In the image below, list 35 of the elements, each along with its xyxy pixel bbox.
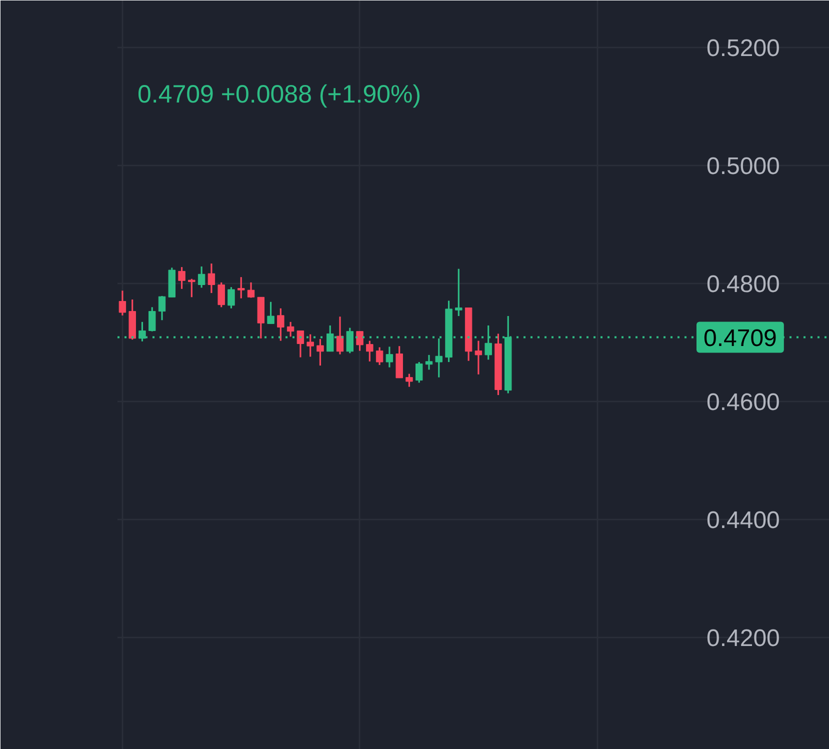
- candlestick: [118, 290, 126, 316]
- candlestick: [188, 278, 196, 298]
- y-tick-label: 0.5000: [706, 153, 780, 180]
- candlestick: [286, 321, 294, 338]
- y-tick-label: 0.4800: [706, 271, 780, 298]
- ref-line-label: 0.4709: [704, 324, 777, 352]
- candlestick: [198, 266, 206, 289]
- candlestick: [366, 340, 374, 362]
- candlestick: [178, 266, 186, 290]
- y-tick-label: 0.4400: [706, 506, 780, 534]
- text: 0.4709 +0.0088 (+1.90%): [138, 80, 422, 108]
- candlestick: [228, 286, 235, 310]
- candlestick: [247, 282, 255, 299]
- candlestick: [336, 316, 344, 356]
- candlestick: [386, 346, 394, 368]
- candlestick: [376, 346, 384, 366]
- candlestick: [306, 334, 314, 358]
- candlestick: [416, 361, 423, 384]
- candlestick: [208, 262, 216, 294]
- y-tick-label: 0.4600: [706, 389, 780, 416]
- candlestick: [267, 301, 274, 324]
- candlestick: [455, 268, 462, 317]
- candlestick: [277, 308, 284, 342]
- candlestick: [158, 295, 166, 321]
- candlestick: [356, 330, 364, 352]
- candlestick: [474, 340, 482, 376]
- candlestick: [238, 276, 245, 300]
- y-tick-label: 0.5200: [706, 35, 780, 62]
- candlestick: [425, 354, 433, 370]
- candlestick: [435, 338, 442, 378]
- candlestick: [406, 373, 413, 388]
- candlestick: [316, 338, 324, 366]
- candlestick: [218, 282, 225, 308]
- candlestick: [148, 306, 156, 332]
- y-tick-label: 0.4200: [706, 624, 780, 652]
